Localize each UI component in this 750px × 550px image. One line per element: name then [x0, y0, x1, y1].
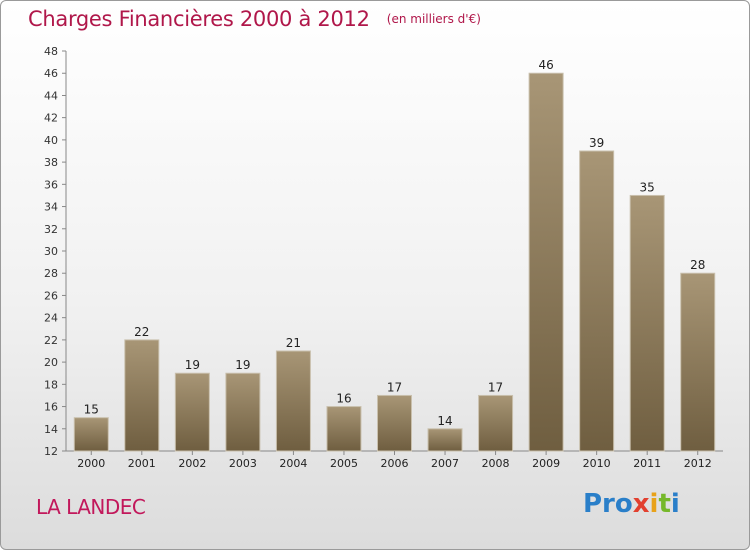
- y-tick-label: 36: [44, 178, 58, 191]
- bar-value-label: 21: [286, 336, 301, 350]
- bar-value-label: 16: [336, 392, 351, 406]
- bar-value-label: 14: [437, 414, 452, 428]
- y-tick-label: 12: [44, 445, 58, 458]
- x-tick-label: 2003: [229, 457, 257, 470]
- bar: [174, 372, 210, 452]
- y-tick-label: 34: [44, 201, 58, 214]
- bar: [124, 339, 160, 452]
- x-tick-label: 2009: [532, 457, 560, 470]
- y-tick-label: 16: [44, 401, 58, 414]
- place-name: LA LANDEC: [36, 495, 146, 519]
- y-tick-label: 38: [44, 156, 58, 169]
- y-tick-label: 26: [44, 289, 58, 302]
- bar-value-label: 19: [185, 358, 200, 372]
- bar: [326, 406, 362, 452]
- x-tick-label: 2012: [684, 457, 712, 470]
- y-tick-label: 20: [44, 356, 58, 369]
- chart-subtitle: (en milliers d'€): [386, 12, 481, 26]
- y-tick-label: 32: [44, 223, 58, 236]
- y-tick-label: 30: [44, 245, 58, 258]
- x-tick-label: 2004: [279, 457, 307, 470]
- y-tick-label: 18: [44, 378, 58, 391]
- logo-part-t: t: [658, 489, 671, 519]
- bar: [377, 394, 412, 452]
- bar: [680, 272, 716, 452]
- y-tick-label: 14: [44, 423, 58, 436]
- x-tick-label: 2000: [77, 457, 105, 470]
- y-tick-label: 48: [44, 45, 58, 58]
- x-tick-label: 2011: [633, 457, 661, 470]
- bar-value-label: 17: [488, 380, 503, 394]
- bar-value-label: 17: [387, 380, 402, 394]
- y-tick-label: 28: [44, 267, 58, 280]
- y-tick-label: 40: [44, 134, 58, 147]
- bar: [275, 350, 311, 452]
- y-tick-label: 46: [44, 67, 58, 80]
- bar-value-label: 19: [235, 358, 250, 372]
- y-tick-label: 44: [44, 89, 58, 102]
- proxiti-logo: Proxiti: [583, 489, 680, 519]
- x-tick-label: 2001: [128, 457, 156, 470]
- bar: [478, 394, 514, 452]
- logo-part-i2: i: [670, 489, 680, 519]
- bar-value-label: 46: [538, 58, 553, 72]
- logo-part-pro: Pro: [583, 489, 633, 519]
- x-tick-label: 2010: [583, 457, 611, 470]
- bar: [579, 150, 615, 452]
- bar: [225, 372, 261, 452]
- bar-value-label: 39: [589, 136, 604, 150]
- x-tick-label: 2005: [330, 457, 358, 470]
- y-tick-label: 24: [44, 312, 58, 325]
- bar-value-label: 35: [640, 180, 655, 194]
- x-tick-label: 2008: [482, 457, 510, 470]
- logo-part-i1: i: [649, 489, 659, 519]
- chart-title: Charges Financières 2000 à 2012: [28, 7, 370, 31]
- x-tick-label: 2007: [431, 457, 459, 470]
- x-tick-label: 2006: [381, 457, 409, 470]
- bar-value-label: 28: [690, 258, 705, 272]
- logo-part-x: x: [632, 489, 650, 519]
- bar: [528, 72, 564, 452]
- bar: [427, 428, 463, 452]
- y-tick-label: 42: [44, 112, 58, 125]
- bar: [629, 194, 665, 452]
- bar-value-label: 22: [134, 325, 149, 339]
- y-tick-label: 22: [44, 334, 58, 347]
- bar-value-label: 15: [84, 403, 99, 417]
- chart-title-block: Charges Financières 2000 à 2012 (en mill…: [28, 7, 481, 31]
- bar: [73, 417, 109, 452]
- x-tick-label: 2002: [178, 457, 206, 470]
